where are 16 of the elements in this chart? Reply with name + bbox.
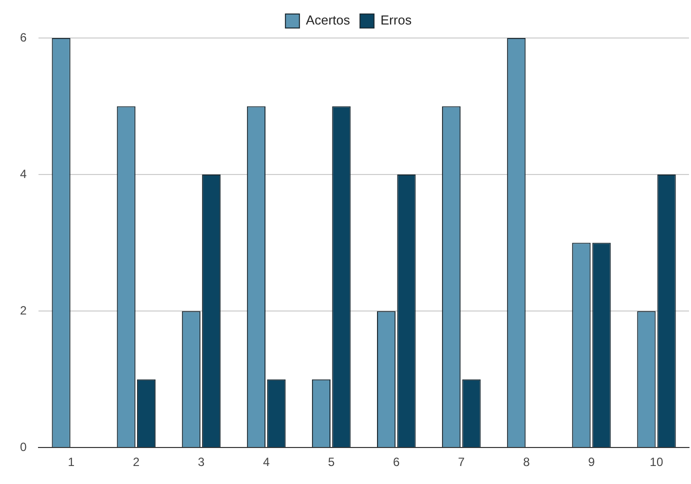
x-tick-label: 4 xyxy=(262,455,270,470)
x-tick-label: 5 xyxy=(328,455,335,470)
y-tick-label: 2 xyxy=(20,303,27,318)
y-tick-label: 4 xyxy=(20,166,27,181)
x-tick-label: 9 xyxy=(588,455,596,470)
x-tick-label: 10 xyxy=(650,455,664,470)
x-tick-label: 3 xyxy=(198,455,205,470)
legend-label: Acertos xyxy=(306,12,351,28)
legend-label: Erros xyxy=(380,12,412,28)
x-tick-label: 7 xyxy=(458,455,466,470)
x-tick-label: 2 xyxy=(132,455,140,470)
x-tick-label: 6 xyxy=(393,455,400,470)
x-tick-label: 8 xyxy=(523,455,530,470)
x-tick-label: 1 xyxy=(68,455,75,470)
y-tick-label: 6 xyxy=(20,30,27,44)
y-tick-label: 0 xyxy=(20,440,27,454)
